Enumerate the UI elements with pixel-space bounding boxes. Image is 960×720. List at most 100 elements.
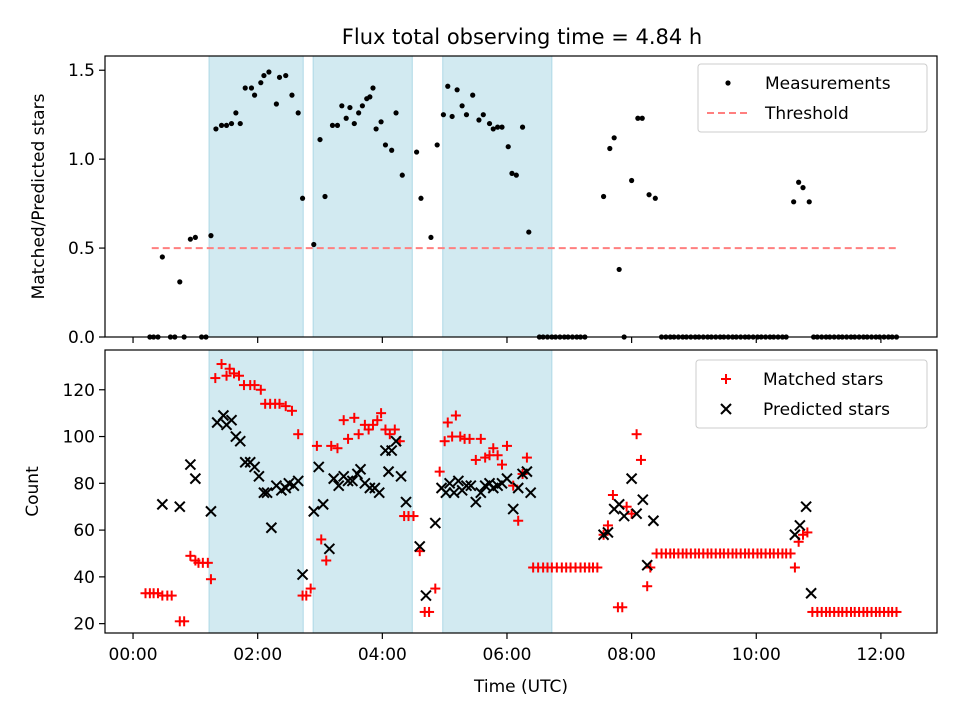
- measurement-point: [519, 124, 526, 130]
- matched-star-point: [408, 511, 419, 522]
- matched-star-point: [424, 606, 435, 617]
- measurement-point: [322, 193, 328, 200]
- predicted-star-point: [429, 517, 442, 529]
- measurement-point: [347, 104, 353, 111]
- measurement-point: [370, 85, 376, 91]
- measurement-point: [373, 126, 379, 132]
- measurement-point: [480, 112, 486, 118]
- measurement-point: [159, 254, 165, 260]
- x-tick-label: 06:00: [482, 645, 531, 665]
- measurement-point: [428, 234, 434, 241]
- matched-star-point: [430, 583, 441, 594]
- measurement-point: [393, 110, 399, 116]
- measurement-point: [343, 115, 349, 121]
- measurement-point: [646, 192, 652, 198]
- matched-star-point: [363, 424, 374, 435]
- legend-label-measurements: Measurements: [765, 74, 891, 94]
- matched-star-point: [496, 459, 507, 470]
- predicted-star-point: [414, 540, 426, 553]
- y-tick-label: 20: [73, 615, 95, 635]
- matched-star-point: [376, 408, 387, 419]
- predicted-star-point: [630, 508, 643, 520]
- predicted-star-point: [239, 456, 251, 468]
- predicted-star-point: [443, 477, 456, 490]
- measurement-point: [187, 236, 193, 242]
- measurement-point: [414, 149, 420, 155]
- predicted-star-point: [373, 486, 385, 499]
- matched-star-point: [891, 606, 902, 617]
- measurement-point: [289, 92, 295, 98]
- measurement-point: [616, 266, 622, 273]
- measurement-point: [526, 229, 532, 235]
- predicted-star-point: [261, 486, 273, 499]
- matched-star-point: [464, 433, 475, 444]
- measurement-point: [639, 115, 645, 121]
- measurement-point: [233, 110, 239, 116]
- measurement-point: [351, 120, 357, 127]
- x-axis-label: Time (UTC): [473, 677, 568, 697]
- measurement-point: [418, 195, 424, 201]
- matched-star-point: [221, 370, 232, 381]
- predicted-star-point: [354, 463, 367, 475]
- measurement-point: [796, 179, 802, 185]
- predicted-star-point: [382, 465, 395, 478]
- measurement-point: [445, 83, 451, 89]
- predicted-star-point: [618, 510, 630, 522]
- matched-star-point: [785, 548, 796, 559]
- measurement-point: [228, 120, 235, 127]
- predicted-star-point: [395, 470, 407, 483]
- measurement-point: [248, 85, 255, 91]
- predicted-star-point: [524, 486, 537, 499]
- measurement-point: [459, 103, 465, 109]
- count-panel: 20 40 60 80 100 120 00:00 02:00 04:00 06:00 08:00…: [23, 349, 938, 697]
- measurement-point: [273, 101, 279, 107]
- measurement-point: [295, 110, 301, 116]
- predicted-star-point: [248, 461, 261, 473]
- matched-star-point: [316, 534, 327, 545]
- measurement-point: [258, 80, 264, 86]
- matched-star-point: [210, 373, 221, 384]
- measurement-point: [486, 120, 493, 127]
- predicted-star-point: [794, 519, 806, 532]
- legend-marker-measurements: [725, 80, 731, 86]
- matched-star-point: [305, 583, 316, 594]
- predicted-star-point: [184, 458, 197, 471]
- y-tick-label: 100: [63, 428, 95, 448]
- predicted-star-point: [346, 475, 359, 487]
- predicted-star-point: [225, 414, 238, 426]
- predicted-star-point: [342, 475, 354, 487]
- predicted-star-point: [217, 409, 230, 422]
- y-tick-label: 80: [73, 474, 95, 494]
- matched-star-point: [255, 384, 266, 395]
- measurement-point: [356, 110, 362, 116]
- y-axis-label: Matched/Predicted stars: [29, 93, 49, 299]
- y-axis-ticks: 20 40 60 80 100 120: [63, 381, 105, 635]
- measurement-point: [509, 170, 515, 176]
- measurement-point: [806, 199, 812, 205]
- matched-star-point: [380, 424, 391, 435]
- predicted-star-point: [308, 505, 320, 518]
- matched-star-point: [384, 429, 395, 440]
- legend-plus-marker: [721, 374, 731, 384]
- matched-star-point: [631, 429, 642, 440]
- predicted-star-point: [258, 486, 270, 499]
- matched-star-point: [389, 424, 400, 435]
- predicted-star-point: [465, 479, 477, 492]
- measurement-point: [367, 94, 373, 100]
- legend-x-marker: [720, 403, 732, 415]
- matched-star-point: [621, 501, 632, 512]
- matched-star-point: [635, 454, 646, 465]
- predicted-star-point: [156, 498, 169, 511]
- measurement-point: [611, 135, 617, 141]
- measurement-point: [266, 69, 272, 75]
- measurement-point: [652, 195, 658, 201]
- matched-star-point: [233, 370, 244, 381]
- plot-frame: [104, 55, 938, 338]
- matched-star-point: [642, 581, 653, 592]
- matched-star-point: [439, 436, 450, 447]
- y-tick-label: 60: [73, 521, 95, 541]
- measurement-point: [476, 117, 482, 123]
- matched-star-point: [475, 433, 486, 444]
- matched-star-point: [442, 417, 453, 428]
